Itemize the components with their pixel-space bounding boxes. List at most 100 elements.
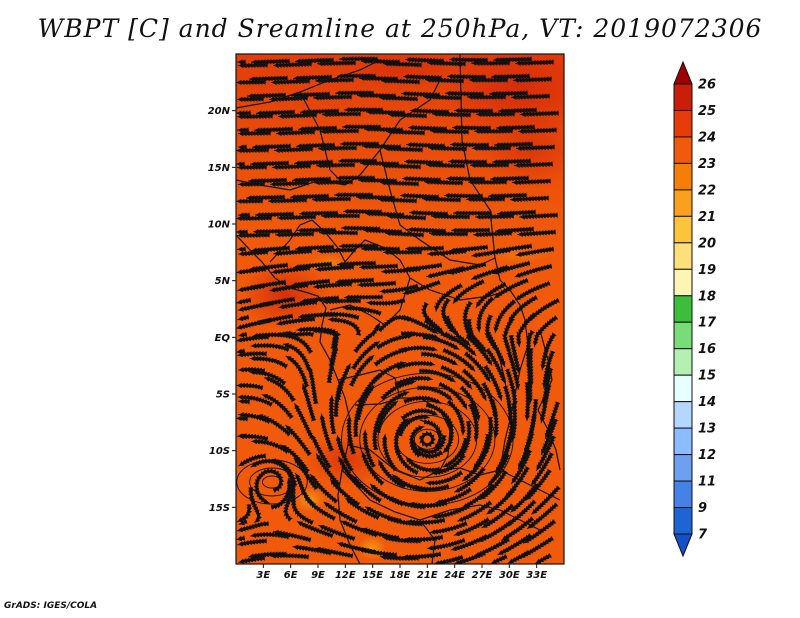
colorbar-label: 25 bbox=[698, 104, 716, 119]
streamline bbox=[272, 61, 313, 69]
streamline bbox=[270, 78, 311, 86]
streamline bbox=[519, 110, 560, 118]
streamline bbox=[246, 194, 286, 201]
streamline bbox=[238, 433, 269, 442]
streamline bbox=[382, 61, 423, 68]
streamline bbox=[273, 248, 313, 257]
colorbar-label: 17 bbox=[698, 316, 717, 331]
vortex-streamline bbox=[341, 372, 514, 506]
streamline bbox=[489, 399, 500, 439]
streamline bbox=[282, 483, 295, 522]
streamline bbox=[297, 125, 338, 132]
streamline bbox=[293, 159, 334, 166]
streamline bbox=[534, 552, 553, 564]
streamline bbox=[488, 192, 528, 199]
streamline bbox=[406, 226, 447, 234]
streamline bbox=[314, 546, 354, 559]
streamline bbox=[425, 162, 466, 169]
streamline bbox=[268, 95, 309, 103]
streamline bbox=[319, 128, 359, 135]
colorbar-label: 19 bbox=[698, 263, 716, 278]
streamline bbox=[314, 77, 354, 84]
streamline bbox=[443, 192, 483, 199]
streamline bbox=[513, 161, 554, 169]
streamline bbox=[237, 538, 268, 547]
streamline bbox=[509, 195, 550, 203]
streamline bbox=[321, 298, 362, 305]
streamline bbox=[445, 175, 485, 182]
streamline bbox=[316, 247, 356, 254]
streamline bbox=[326, 344, 339, 384]
colorbar-label: 20 bbox=[698, 236, 716, 251]
colorbar-label: 13 bbox=[698, 422, 716, 437]
lat-tick-label: 15S bbox=[209, 503, 230, 514]
streamline bbox=[426, 60, 467, 67]
streamline bbox=[295, 142, 336, 149]
lon-tick-label: 33E bbox=[526, 570, 547, 581]
streamline bbox=[298, 210, 338, 217]
streamline bbox=[238, 130, 272, 137]
streamline bbox=[423, 179, 464, 186]
streamline bbox=[383, 146, 424, 153]
streamline bbox=[277, 112, 318, 120]
colorbar-swatch bbox=[673, 83, 693, 111]
vortex-streamline bbox=[377, 400, 478, 478]
streamline bbox=[379, 180, 420, 187]
streamline bbox=[289, 193, 330, 200]
streamline bbox=[238, 62, 269, 69]
colorbar-swatch bbox=[673, 268, 693, 297]
streamline bbox=[236, 521, 270, 533]
map-plot-area bbox=[236, 54, 564, 564]
streamline bbox=[250, 58, 291, 65]
anticyclone-streamline bbox=[236, 459, 308, 505]
anticyclone-streamline bbox=[249, 467, 295, 497]
streamline bbox=[299, 108, 340, 115]
colorbar-label: 23 bbox=[698, 157, 716, 172]
streamline bbox=[237, 350, 268, 358]
streamline bbox=[236, 79, 267, 86]
streamline bbox=[315, 162, 355, 169]
streamline bbox=[290, 91, 331, 98]
streamline bbox=[255, 109, 296, 116]
streamline bbox=[490, 175, 530, 182]
colorbar-label: 9 bbox=[698, 501, 707, 516]
vortex-streamline bbox=[359, 386, 496, 492]
streamline bbox=[248, 486, 263, 523]
streamline bbox=[386, 213, 427, 221]
colorbar-swatch bbox=[673, 374, 693, 403]
streamline bbox=[448, 56, 488, 63]
streamline bbox=[277, 214, 317, 221]
streamline bbox=[514, 263, 553, 278]
streamline bbox=[430, 213, 470, 220]
streamline bbox=[253, 470, 270, 504]
streamline bbox=[366, 297, 406, 306]
streamline bbox=[490, 73, 531, 80]
streamline bbox=[358, 263, 399, 270]
streamline bbox=[246, 92, 287, 99]
streamline bbox=[348, 354, 375, 387]
streamline bbox=[358, 547, 398, 558]
colorbar-swatch bbox=[673, 507, 693, 535]
streamline bbox=[294, 57, 335, 64]
streamline bbox=[248, 177, 288, 184]
streamline bbox=[497, 107, 538, 114]
streamline bbox=[315, 264, 355, 272]
colorbar-swatch bbox=[673, 454, 693, 482]
streamline bbox=[494, 141, 534, 148]
streamline bbox=[532, 314, 559, 347]
colorbar-swatch bbox=[673, 242, 693, 270]
streamline bbox=[515, 144, 556, 152]
colorbar-label: 22 bbox=[698, 183, 716, 198]
streamline bbox=[447, 158, 487, 165]
colorbar-label: 14 bbox=[698, 395, 716, 410]
streamline bbox=[475, 213, 515, 220]
streamline bbox=[255, 211, 295, 218]
lat-tick-label: 20N bbox=[208, 106, 231, 117]
streamline bbox=[377, 196, 418, 204]
streamline bbox=[335, 277, 375, 285]
streamlines bbox=[236, 56, 561, 564]
colorbar-label: 11 bbox=[698, 475, 716, 490]
streamline bbox=[251, 143, 292, 150]
streamline bbox=[512, 76, 553, 83]
